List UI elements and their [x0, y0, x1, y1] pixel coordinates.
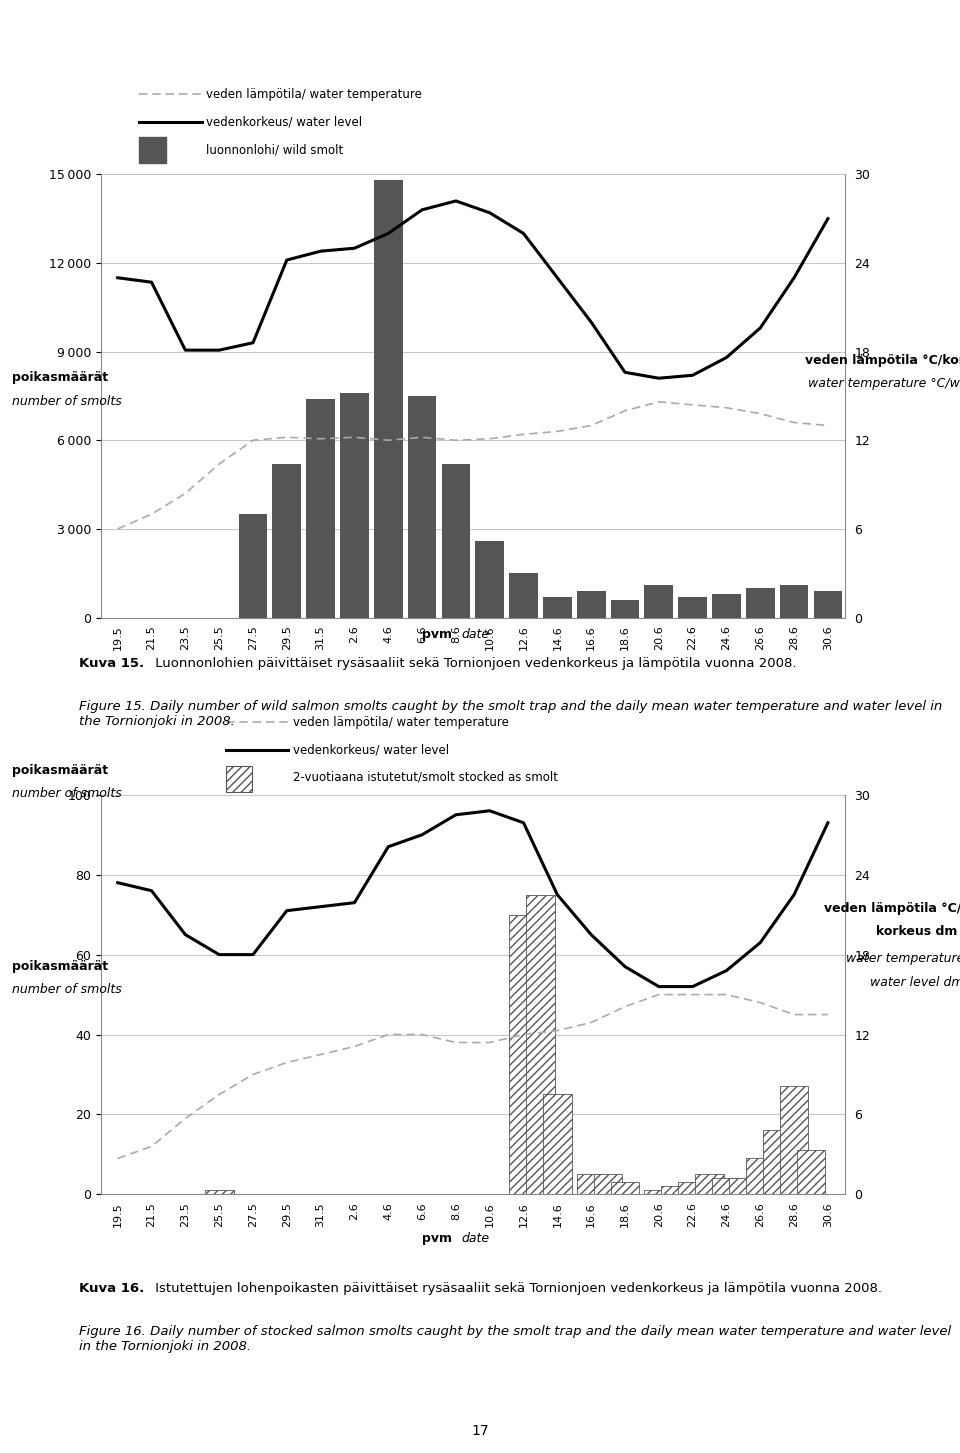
Bar — [644, 1190, 673, 1194]
Text: number of smolts: number of smolts — [12, 984, 121, 995]
Bar — [746, 588, 775, 618]
Bar — [577, 591, 606, 618]
Text: date: date — [461, 1232, 490, 1245]
Bar — [475, 541, 504, 618]
Bar — [239, 514, 267, 618]
Text: Figure 16. Daily number of stocked salmon smolts caught by the smolt trap and th: Figure 16. Daily number of stocked salmo… — [79, 1325, 950, 1353]
Bar — [644, 586, 673, 618]
Bar — [661, 1186, 690, 1194]
Text: date: date — [461, 628, 490, 641]
Bar — [746, 1158, 775, 1194]
Text: pvm: pvm — [421, 628, 452, 641]
Text: Luonnonlohien päivittäiset rysäsaaliit sekä Tornionjoen vedenkorkeus ja lämpötil: Luonnonlohien päivittäiset rysäsaaliit s… — [151, 657, 796, 670]
Text: Kuva 16.: Kuva 16. — [79, 1282, 144, 1295]
Bar — [679, 597, 707, 618]
Text: veden lämpötila/ water temperature: veden lämpötila/ water temperature — [293, 716, 509, 728]
Bar — [273, 464, 301, 618]
Bar — [204, 1190, 233, 1194]
Text: 17: 17 — [471, 1424, 489, 1438]
Bar — [593, 1174, 622, 1194]
Text: Figure 15. Daily number of wild salmon smolts caught by the smolt trap and the d: Figure 15. Daily number of wild salmon s… — [79, 700, 942, 728]
Text: Kuva 15.: Kuva 15. — [79, 657, 144, 670]
Text: Istutettujen lohenpoikasten päivittäiset rysäsaaliit sekä Tornionjoen vedenkorke: Istutettujen lohenpoikasten päivittäiset… — [151, 1282, 881, 1295]
Text: veden lämpötila °C/ veden: veden lämpötila °C/ veden — [825, 902, 960, 914]
Bar — [509, 915, 538, 1194]
Bar — [509, 574, 538, 618]
Text: luonnonlohi/ wild smolt: luonnonlohi/ wild smolt — [206, 144, 344, 155]
Bar — [695, 1174, 724, 1194]
Bar — [577, 1174, 606, 1194]
Text: poikasmäärät: poikasmäärät — [12, 960, 108, 972]
Bar — [543, 1094, 572, 1194]
Bar — [442, 464, 470, 618]
Text: veden lämpötila °C/korkeus dm: veden lämpötila °C/korkeus dm — [804, 355, 960, 366]
Text: number of smolts: number of smolts — [12, 788, 121, 799]
Bar — [797, 1151, 826, 1194]
Text: pvm: pvm — [421, 1232, 452, 1245]
Text: water temperature °C/water level: water temperature °C/water level — [808, 378, 960, 389]
Bar — [813, 591, 842, 618]
Bar — [780, 586, 808, 618]
Bar — [340, 392, 369, 618]
Bar — [780, 1087, 808, 1194]
Bar — [679, 1183, 707, 1194]
Bar — [306, 400, 335, 618]
Bar — [712, 1178, 741, 1194]
Text: number of smolts: number of smolts — [12, 395, 121, 407]
Text: vedenkorkeus/ water level: vedenkorkeus/ water level — [293, 744, 449, 756]
Bar — [543, 597, 572, 618]
Text: water level dm: water level dm — [870, 976, 960, 988]
Text: poikasmäärät: poikasmäärät — [12, 764, 108, 776]
Text: veden lämpötila/ water temperature: veden lämpötila/ water temperature — [206, 89, 422, 100]
Bar — [611, 1183, 639, 1194]
Text: water temperature °C/: water temperature °C/ — [846, 953, 960, 965]
Bar — [763, 1130, 792, 1194]
Text: poikasmäärät: poikasmäärät — [12, 372, 108, 384]
Bar — [526, 895, 555, 1194]
Bar — [373, 180, 402, 618]
Bar — [729, 1178, 757, 1194]
Text: korkeus dm: korkeus dm — [876, 926, 957, 937]
Bar — [611, 600, 639, 618]
Text: 2-vuotiaana istutetut/smolt stocked as smolt: 2-vuotiaana istutetut/smolt stocked as s… — [293, 772, 558, 783]
Bar — [408, 397, 437, 618]
Text: vedenkorkeus/ water level: vedenkorkeus/ water level — [206, 116, 363, 128]
Bar — [712, 594, 741, 618]
